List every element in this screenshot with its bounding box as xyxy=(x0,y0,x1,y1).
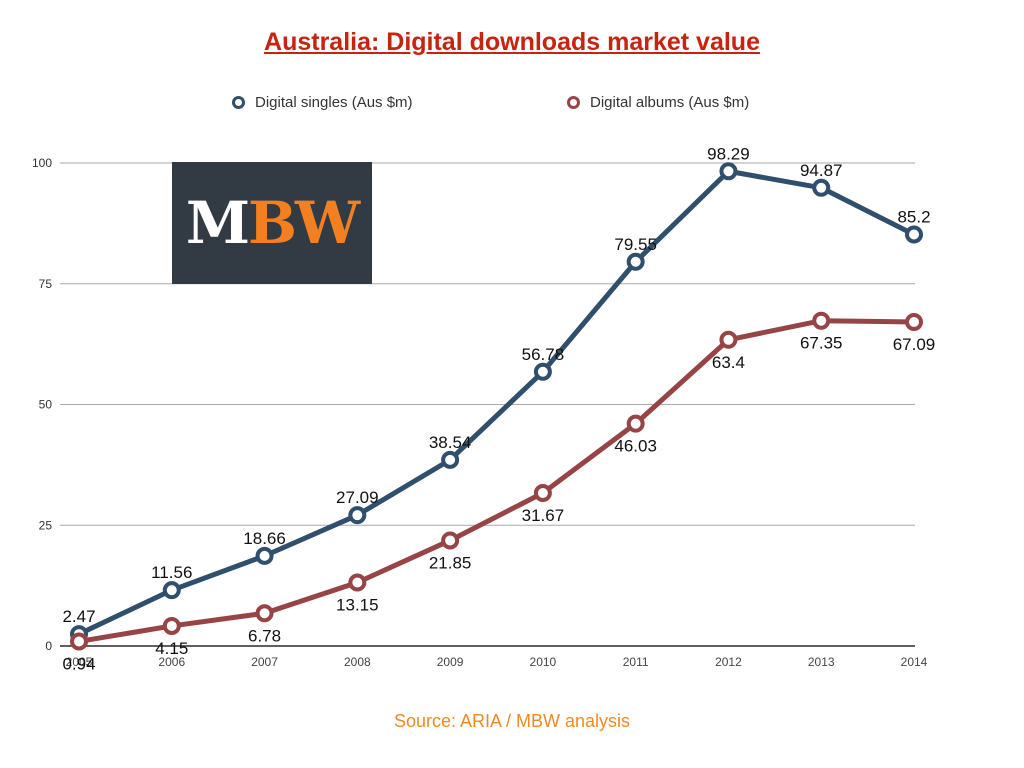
data-label: 27.09 xyxy=(336,488,379,507)
data-label: 6.78 xyxy=(248,626,281,645)
x-tick-label: 2007 xyxy=(251,655,278,669)
data-point xyxy=(70,632,88,651)
legend-label-albums: Digital albums (Aus $m) xyxy=(590,94,750,111)
data-label: 63.4 xyxy=(712,353,745,372)
data-point xyxy=(441,450,460,469)
data-point xyxy=(162,581,181,600)
data-point xyxy=(812,311,831,330)
data-point xyxy=(255,546,274,565)
data-label: 0.94 xyxy=(62,654,95,673)
series-line xyxy=(76,168,917,637)
data-label: 4.15 xyxy=(155,639,188,658)
data-point xyxy=(348,573,367,592)
chart-title: Australia: Digital downloads market valu… xyxy=(264,28,760,56)
y-tick-label: 50 xyxy=(39,398,53,412)
data-point xyxy=(626,414,645,433)
x-tick-label: 2014 xyxy=(901,655,928,669)
data-point xyxy=(162,616,181,635)
data-label: 11.56 xyxy=(151,563,192,582)
data-point xyxy=(441,531,460,550)
y-tick-label: 0 xyxy=(45,639,52,653)
data-point xyxy=(812,178,831,197)
logo-text-m: M xyxy=(185,189,250,257)
data-label: 79.55 xyxy=(614,235,657,254)
data-label: 46.03 xyxy=(614,437,657,456)
data-label: 67.35 xyxy=(800,334,843,353)
logo-text-bw: BW xyxy=(248,189,360,257)
data-point xyxy=(255,604,274,623)
data-point xyxy=(905,312,923,331)
legend-item-albums: Digital albums (Aus $m) xyxy=(567,94,749,111)
x-tick-label: 2009 xyxy=(437,655,464,669)
x-tick-label: 2011 xyxy=(623,655,649,669)
y-tick-label: 25 xyxy=(39,518,53,532)
y-tick-label: 100 xyxy=(32,156,52,170)
data-label: 56.78 xyxy=(522,345,565,364)
legend-marker-singles-icon xyxy=(232,96,245,109)
x-tick-label: 2012 xyxy=(715,655,742,669)
data-point xyxy=(905,225,923,244)
data-point xyxy=(348,506,367,525)
data-label: 94.87 xyxy=(800,161,843,180)
data-label: 31.67 xyxy=(522,506,565,525)
data-label: 98.29 xyxy=(707,144,750,163)
y-tick-label: 75 xyxy=(39,277,53,291)
data-point xyxy=(533,362,552,381)
data-point xyxy=(626,252,645,271)
series-line xyxy=(76,318,917,644)
data-label: 38.54 xyxy=(429,433,472,452)
legend-label-singles: Digital singles (Aus $m) xyxy=(255,94,413,111)
x-tick-label: 2006 xyxy=(158,655,185,669)
x-tick-label: 2008 xyxy=(344,655,371,669)
data-point xyxy=(719,330,738,349)
x-tick-label: 2005 xyxy=(66,655,93,669)
x-tick-label: 2010 xyxy=(530,655,557,669)
data-label: 18.66 xyxy=(243,529,286,548)
mbw-logo: M BW xyxy=(172,162,372,284)
data-label: 21.85 xyxy=(429,553,472,572)
legend-marker-albums-icon xyxy=(567,96,580,109)
data-label: 13.15 xyxy=(336,595,379,614)
data-point xyxy=(719,162,738,181)
legend-item-singles: Digital singles (Aus $m) xyxy=(232,94,413,111)
data-label: 2.47 xyxy=(62,607,95,626)
data-label: 85.2 xyxy=(897,207,930,226)
x-tick-label: 2013 xyxy=(808,655,835,669)
data-point xyxy=(533,484,552,503)
source-note: Source: ARIA / MBW analysis xyxy=(393,711,631,731)
data-label: 67.09 xyxy=(893,335,936,354)
